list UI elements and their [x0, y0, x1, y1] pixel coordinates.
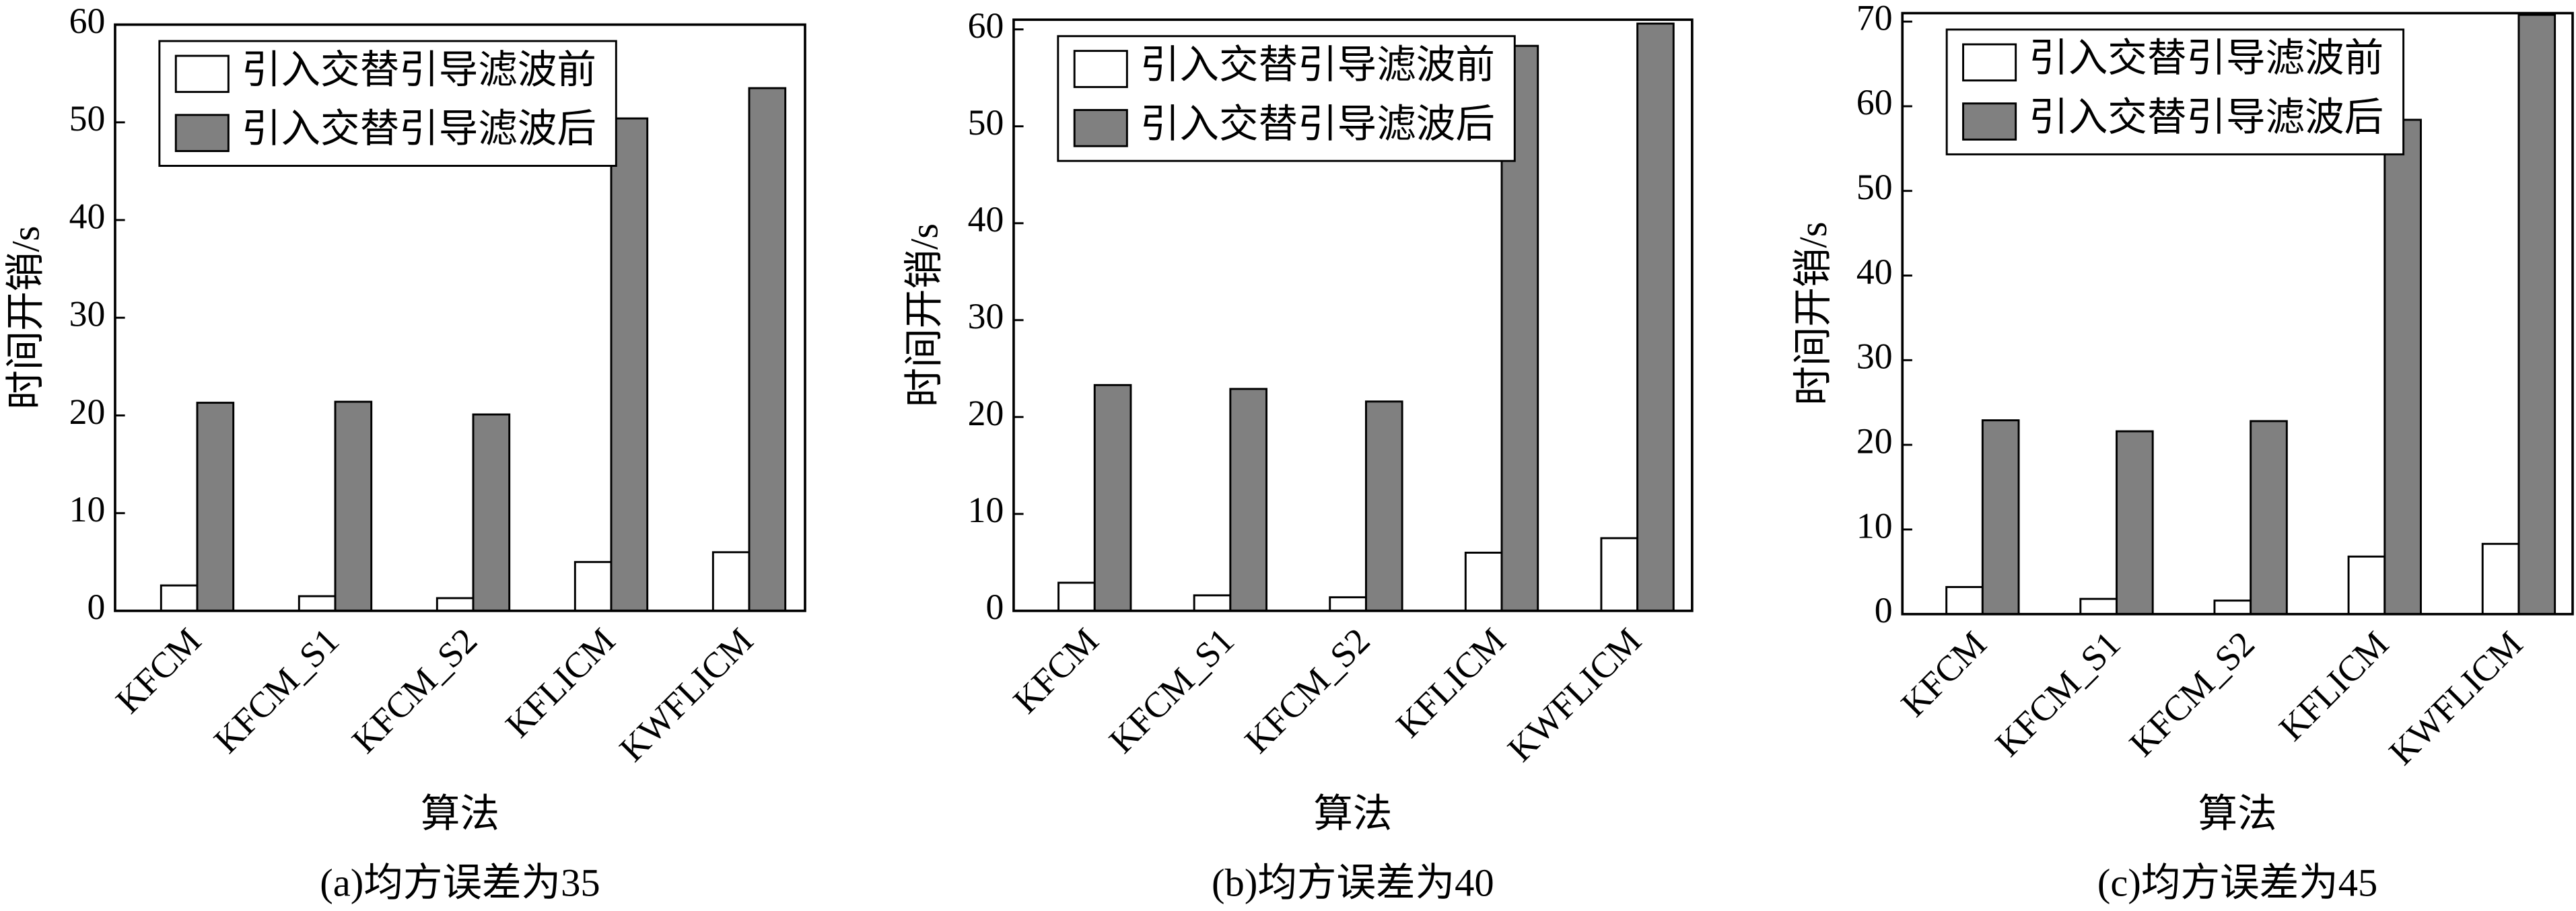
bar [2079, 597, 2118, 616]
x-axis-label: 算法 [1313, 792, 1392, 836]
legend-box [1057, 35, 1516, 162]
y-tick-label: 70 [1856, 0, 1893, 38]
caption: (a)均方误差为35 [320, 861, 600, 904]
bar [2213, 599, 2252, 616]
bar [2116, 430, 2154, 616]
bar [1193, 594, 1232, 612]
y-tick-label: 10 [1856, 505, 1893, 546]
legend-swatch [1073, 109, 1128, 147]
bar [1600, 537, 1639, 612]
bar [334, 400, 373, 612]
bar [2383, 118, 2422, 616]
y-axis-label: 时间开销/s [902, 223, 946, 407]
x-axis-label: 算法 [2198, 792, 2277, 836]
x-tick-label: KFCM_S1 [1988, 624, 2128, 764]
bar [2347, 555, 2386, 616]
y-tick-label: 30 [69, 294, 106, 334]
bar [1093, 384, 1132, 612]
x-tick-label: KFCM_S1 [1101, 620, 1242, 761]
legend-swatch [1073, 50, 1128, 88]
bar [1057, 581, 1096, 612]
bar [1981, 419, 2020, 616]
bar [1229, 388, 1267, 612]
bar [1329, 596, 1367, 612]
legend-label: 引入交替引导滤波后 [242, 107, 596, 151]
x-tick-label: KFCM [1893, 624, 1994, 725]
bar [472, 413, 511, 612]
legend-label: 引入交替引导滤波后 [2029, 96, 2383, 139]
bar [196, 402, 235, 612]
y-tick-label: 40 [69, 196, 106, 236]
y-tick-label: 0 [985, 587, 1004, 627]
y-tick-label: 60 [1856, 82, 1893, 122]
y-tick-label: 40 [1856, 252, 1893, 292]
plot-frame [1901, 11, 2574, 616]
y-axis-label: 时间开销/s [1791, 221, 1835, 405]
y-tick-label: 50 [1856, 167, 1893, 207]
y-axis-label: 时间开销/s [3, 226, 47, 410]
x-tick-label: KFCM_S2 [2122, 624, 2262, 764]
y-tick-label: 20 [1856, 421, 1893, 461]
legend-label: 引入交替引导滤波后 [1140, 102, 1495, 146]
y-tick-label: 10 [69, 489, 106, 530]
legend-swatch [1962, 102, 2017, 141]
bar [1464, 551, 1503, 612]
bar [2481, 542, 2520, 616]
y-tick-label: 10 [968, 490, 1004, 530]
y-tick-label: 60 [968, 5, 1004, 46]
caption: (c)均方误差为45 [2097, 861, 2377, 904]
x-tick-label: KFLICM [497, 620, 623, 745]
bar [160, 584, 199, 612]
legend-label: 引入交替引导滤波前 [1140, 43, 1495, 87]
y-tick-label: 20 [968, 393, 1004, 433]
legend-label: 引入交替引导滤波前 [2029, 36, 2383, 80]
plot-frame [1012, 18, 1694, 612]
x-tick-label: KFLICM [2271, 624, 2396, 749]
x-tick-label: KFCM [108, 620, 209, 721]
legend-box [158, 40, 617, 167]
x-tick-label: KWFLICM [1500, 620, 1649, 770]
y-tick-label: 0 [1875, 590, 1893, 630]
legend-box [1945, 28, 2405, 155]
legend-label: 引入交替引导滤波前 [242, 48, 596, 92]
bar [1945, 586, 1984, 616]
bar [1636, 22, 1675, 612]
bar [711, 551, 751, 612]
x-tick-label: KFCM_S1 [206, 620, 347, 761]
y-tick-label: 20 [69, 392, 106, 432]
y-tick-label: 40 [968, 199, 1004, 240]
bar [298, 595, 337, 612]
bar [573, 560, 613, 612]
bar [2250, 420, 2288, 616]
x-tick-label: KWFLICM [612, 620, 761, 770]
bar [748, 87, 787, 612]
y-tick-label: 30 [968, 296, 1004, 336]
y-tick-label: 30 [1856, 336, 1893, 377]
legend-swatch [1962, 43, 2017, 82]
x-tick-label: KWFLICM [2381, 624, 2530, 773]
legend-swatch [174, 114, 230, 152]
y-tick-label: 50 [968, 102, 1004, 143]
bar [1364, 400, 1403, 612]
bar [2517, 13, 2556, 616]
y-tick-label: 0 [87, 587, 105, 627]
y-tick-label: 50 [69, 98, 106, 139]
x-axis-label: 算法 [421, 792, 499, 836]
y-tick-label: 60 [69, 1, 106, 41]
legend-swatch [174, 54, 230, 94]
x-tick-label: KFCM [1005, 620, 1106, 721]
caption: (b)均方误差为40 [1212, 861, 1494, 904]
bar [610, 117, 649, 612]
bar [436, 597, 475, 612]
x-tick-label: KFCM_S2 [1237, 620, 1378, 761]
x-tick-label: KFCM_S2 [344, 620, 485, 761]
x-tick-label: KFLICM [1388, 620, 1513, 745]
